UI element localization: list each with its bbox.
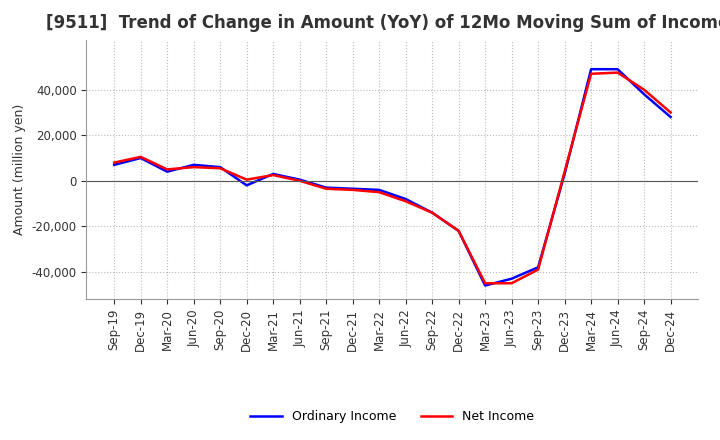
Net Income: [508, 281, 516, 286]
Ordinary Income: [163, 169, 171, 174]
Net Income: [216, 165, 225, 171]
Ordinary Income: [481, 283, 490, 288]
Net Income: [401, 198, 410, 204]
Ordinary Income: [322, 185, 330, 190]
Ordinary Income: [189, 162, 198, 168]
Title: [9511]  Trend of Change in Amount (YoY) of 12Mo Moving Sum of Incomes: [9511] Trend of Change in Amount (YoY) o…: [46, 15, 720, 33]
Ordinary Income: [587, 66, 595, 72]
Ordinary Income: [348, 186, 357, 191]
Ordinary Income: [428, 210, 436, 215]
Net Income: [560, 169, 569, 174]
Ordinary Income: [613, 66, 622, 72]
Legend: Ordinary Income, Net Income: Ordinary Income, Net Income: [246, 405, 539, 428]
Net Income: [295, 178, 304, 183]
Net Income: [481, 281, 490, 286]
Line: Net Income: Net Income: [114, 73, 670, 283]
Ordinary Income: [216, 165, 225, 170]
Net Income: [322, 186, 330, 191]
Ordinary Income: [375, 187, 384, 193]
Net Income: [189, 165, 198, 170]
Net Income: [640, 87, 649, 92]
Net Income: [666, 110, 675, 115]
Ordinary Income: [136, 155, 145, 161]
Ordinary Income: [534, 265, 542, 270]
Ordinary Income: [666, 114, 675, 120]
Ordinary Income: [508, 276, 516, 281]
Net Income: [110, 160, 119, 165]
Net Income: [243, 177, 251, 182]
Ordinary Income: [401, 196, 410, 202]
Net Income: [428, 210, 436, 215]
Net Income: [534, 267, 542, 272]
Ordinary Income: [110, 162, 119, 168]
Ordinary Income: [560, 171, 569, 176]
Net Income: [269, 172, 277, 178]
Net Income: [163, 167, 171, 172]
Net Income: [613, 70, 622, 75]
Ordinary Income: [269, 171, 277, 176]
Ordinary Income: [295, 177, 304, 182]
Net Income: [587, 71, 595, 77]
Net Income: [375, 190, 384, 195]
Net Income: [454, 228, 463, 234]
Net Income: [136, 154, 145, 160]
Ordinary Income: [640, 92, 649, 97]
Y-axis label: Amount (million yen): Amount (million yen): [13, 104, 26, 235]
Net Income: [348, 187, 357, 193]
Ordinary Income: [243, 183, 251, 188]
Ordinary Income: [454, 228, 463, 234]
Line: Ordinary Income: Ordinary Income: [114, 69, 670, 286]
